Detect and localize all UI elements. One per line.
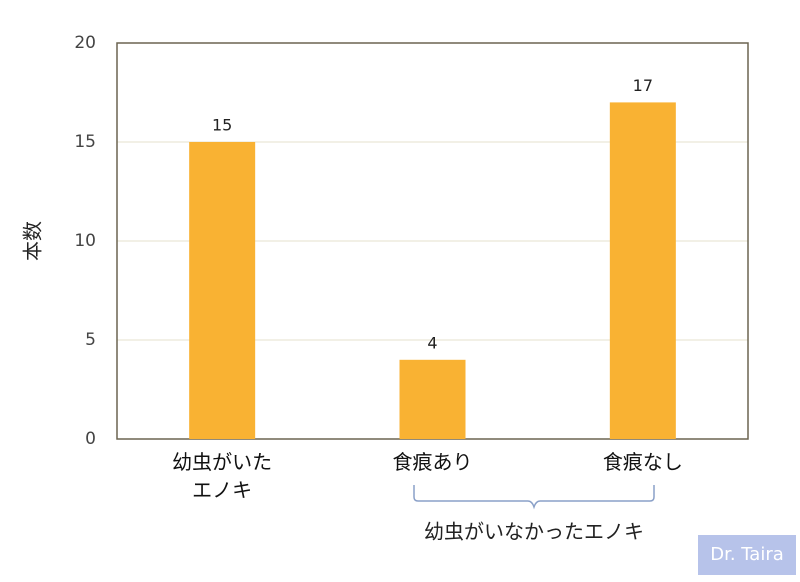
watermark: Dr. Taira xyxy=(698,535,796,575)
brace xyxy=(413,485,655,510)
bar xyxy=(189,142,256,439)
x-tick-label: 食痕なし xyxy=(602,450,683,474)
value-label: 15 xyxy=(212,116,232,135)
y-tick-label: 20 xyxy=(74,33,96,53)
annotation: 幼虫がいなかったエノキ xyxy=(424,520,644,544)
y-tick-label: 15 xyxy=(74,132,96,152)
y-tick-label: 5 xyxy=(85,330,96,350)
x-tick-label: 幼虫がいた エノキ xyxy=(172,450,273,502)
y-tick-label: 10 xyxy=(74,231,96,251)
x-tick-label: 食痕あり xyxy=(392,450,473,474)
bar xyxy=(609,102,676,440)
y-axis-label: 本数 xyxy=(21,221,45,261)
bar xyxy=(399,359,466,439)
y-tick-label: 0 xyxy=(85,429,96,449)
value-label: 17 xyxy=(633,76,653,95)
value-label: 4 xyxy=(427,333,437,352)
